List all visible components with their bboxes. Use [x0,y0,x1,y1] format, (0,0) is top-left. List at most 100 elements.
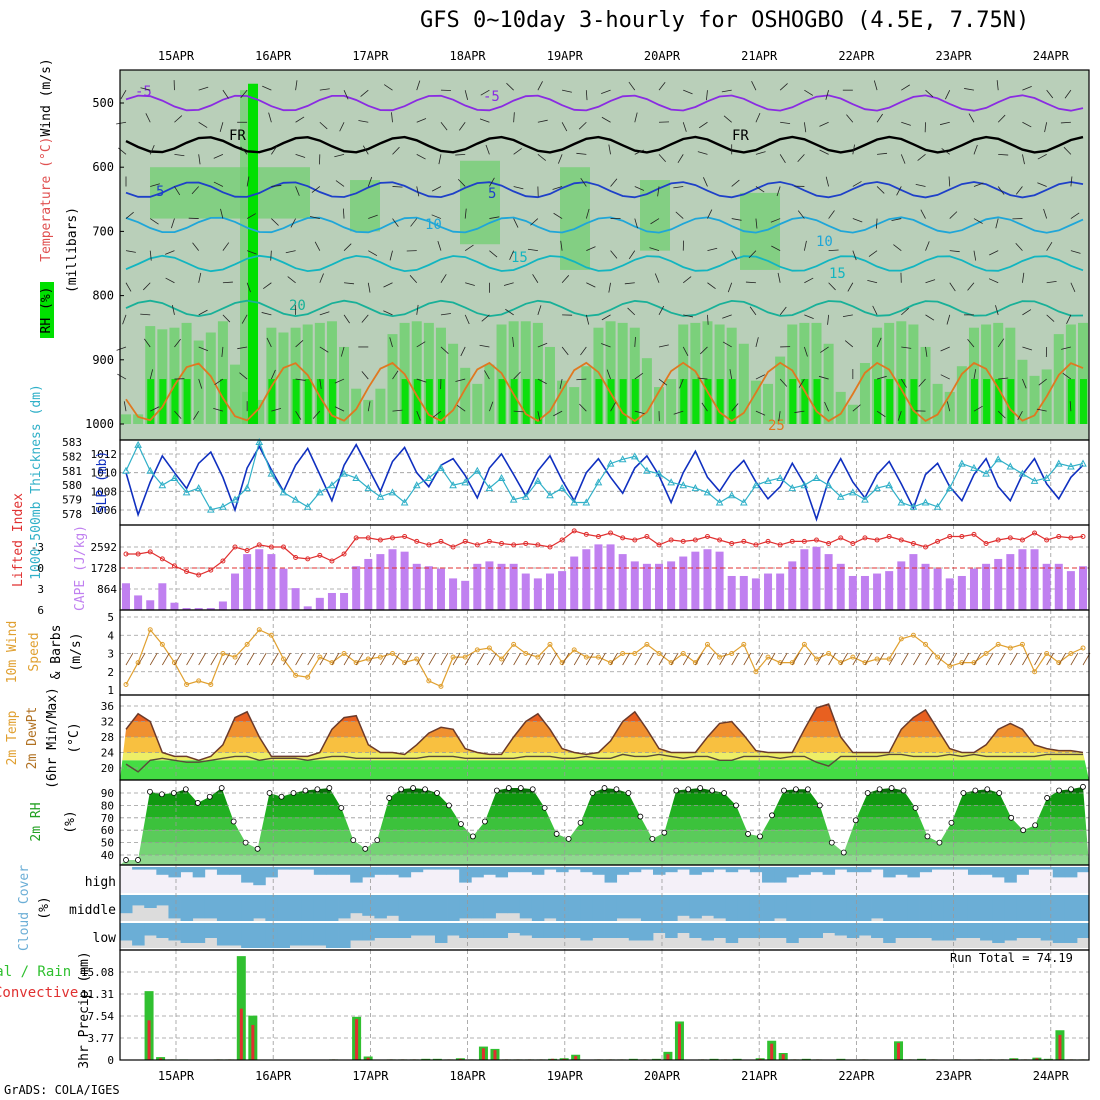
cloud-bar [1064,867,1078,878]
x-tick-top-24APR: 24APR [1033,49,1070,63]
rh-marker [972,787,979,794]
rh-legend-label: RH (%) [39,287,54,334]
wind-barb [339,122,345,132]
rh-shade-core [248,83,258,425]
cloud-bar [507,895,521,914]
cloud-bar [338,895,351,919]
cloud-bar [858,895,872,921]
cape-bar [1054,563,1063,610]
wind-barb [949,250,960,253]
wind-barb [576,152,587,155]
rh-bands [120,786,1089,865]
wind-barb [552,186,563,190]
thickness-marker [1030,476,1039,484]
rh-marker [601,785,608,791]
wind-barb [361,371,369,380]
rh-marker [218,785,225,791]
rh-marker [793,786,799,793]
wind-barb [416,118,427,123]
rh-marker [362,845,369,852]
wind-barb [1022,121,1032,128]
wind-speed-marker [486,645,492,651]
cloud-bar [786,923,799,943]
rh-marker [541,804,548,811]
wind-barb [295,116,305,123]
lifted-index-marker [862,535,868,541]
wind-barb [537,342,548,348]
rh-shade-aloft [460,160,500,245]
wind-barb [988,278,999,284]
rh-shade-column [896,321,907,424]
wind-barb [537,411,541,422]
x-tick-bottom-23APR: 23APR [936,1069,973,1083]
wind-barb [634,112,638,123]
wind-barb [771,245,781,252]
thickness-marker [788,484,797,492]
rh-marker [685,786,692,793]
lifted-index-marker [535,542,541,548]
wind-barb [997,338,1005,348]
cloud-bar [386,867,400,875]
lifted-index-marker [571,528,577,534]
rh-shade-column [254,399,265,424]
wind-barb-10m [137,652,146,666]
wind-barb-10m [343,652,352,666]
cloud-bar [313,867,327,875]
lifted-index-marker [1044,537,1050,543]
wind-barb [1043,208,1048,219]
thickness-marker [655,469,663,477]
rh-shade-core [886,379,894,424]
cloud-bar [919,923,933,938]
cloud-bar [967,867,981,875]
lifted-index-marker [232,544,238,550]
wind-barb [1070,250,1081,254]
wind-barb-10m [852,652,861,666]
wind-barb [973,405,983,412]
wind-barb [150,183,160,187]
wind-barb [174,338,181,348]
lifted-index-marker [486,538,492,544]
wind-barb [901,307,909,316]
wind-barb [1070,212,1080,219]
wind-barb-10m [198,652,207,666]
wind-barb [729,369,733,380]
wind-barb-10m [380,652,388,666]
wind-barb [973,369,977,380]
wind-barb [489,216,500,219]
cloud-bar [350,923,363,941]
cloud-bar [762,867,775,883]
wind-barb [440,122,448,131]
cape-bar [291,588,300,610]
cape-bar [218,601,227,610]
rh-shade-column [339,346,350,424]
precip-conv-bar [481,1048,485,1060]
temp-band [120,704,1089,706]
wind-barb [246,213,256,219]
wind-barb [123,401,127,412]
rh-shade-column [314,322,325,424]
wind-speed-marker [910,632,916,638]
cloud-bar [992,923,1005,943]
rh-shade-core [316,379,324,424]
rh-shade-column [1065,324,1076,424]
wind-barb [867,279,878,284]
lifted-index-marker [341,551,347,557]
rh-shade-column [690,322,701,424]
wind-barb [1022,309,1032,316]
wind-barb [852,250,857,261]
isotherm-25 [125,361,1084,423]
lifted-index-marker [280,544,286,550]
thickness-marker [739,498,748,506]
wind-barb [920,209,926,219]
cloud-bar [398,867,412,878]
thickness-marker [388,488,397,496]
cloud-bar [858,867,872,873]
cloud-bar [410,923,424,936]
rh-marker [781,787,787,794]
wind-speed-marker [813,656,819,662]
wind-barb-10m [658,652,667,666]
wind-barb [368,214,378,219]
wind-barb [925,314,935,321]
cape-bar [776,573,785,610]
x-tick-top-16APR: 16APR [255,49,292,63]
